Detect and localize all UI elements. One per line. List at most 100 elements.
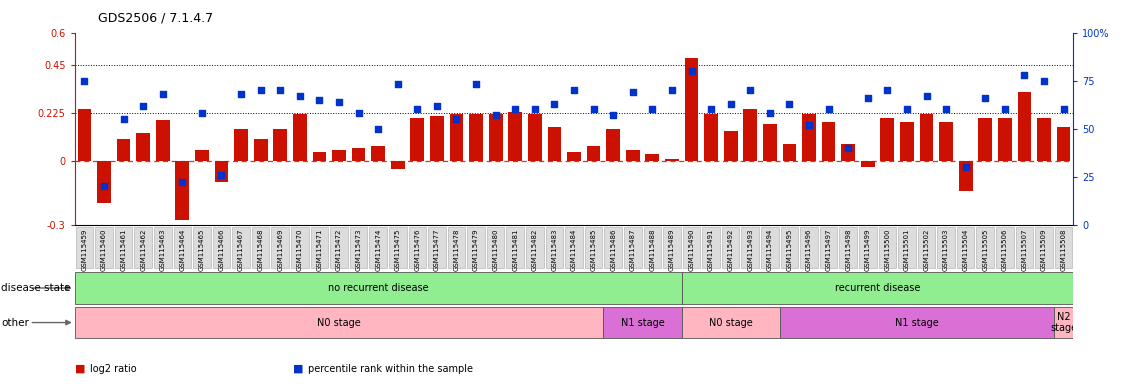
Point <box>232 91 250 97</box>
Text: GSM115499: GSM115499 <box>864 228 870 271</box>
Point <box>584 106 603 113</box>
Text: N0 stage: N0 stage <box>317 318 360 328</box>
FancyBboxPatch shape <box>526 227 544 268</box>
Bar <box>215 161 228 182</box>
Point <box>448 116 466 122</box>
Point <box>623 89 642 95</box>
FancyBboxPatch shape <box>95 227 113 268</box>
Bar <box>1057 126 1070 161</box>
Text: GSM115497: GSM115497 <box>825 228 831 271</box>
Bar <box>156 120 170 161</box>
Text: percentile rank within the sample: percentile rank within the sample <box>308 364 473 374</box>
FancyBboxPatch shape <box>917 227 936 268</box>
Text: GSM115473: GSM115473 <box>356 228 362 271</box>
FancyBboxPatch shape <box>703 227 720 268</box>
Text: N1 stage: N1 stage <box>894 318 939 328</box>
FancyBboxPatch shape <box>761 227 778 268</box>
Point <box>409 106 427 113</box>
Bar <box>78 109 92 161</box>
Bar <box>528 114 542 161</box>
Text: GSM115498: GSM115498 <box>845 228 851 271</box>
Text: GSM115486: GSM115486 <box>611 228 616 271</box>
FancyBboxPatch shape <box>545 227 564 268</box>
Bar <box>959 161 972 190</box>
Bar <box>98 161 111 203</box>
Point <box>545 101 564 107</box>
Point <box>369 126 387 132</box>
FancyBboxPatch shape <box>878 227 897 268</box>
Text: ■: ■ <box>293 364 303 374</box>
Bar <box>744 109 758 161</box>
Text: GSM115471: GSM115471 <box>317 228 323 271</box>
FancyBboxPatch shape <box>292 227 309 268</box>
Point <box>193 110 211 116</box>
Bar <box>606 129 620 161</box>
FancyBboxPatch shape <box>800 227 817 268</box>
Point <box>781 101 799 107</box>
FancyBboxPatch shape <box>977 227 994 268</box>
Bar <box>411 118 425 161</box>
FancyBboxPatch shape <box>859 227 877 268</box>
FancyBboxPatch shape <box>779 307 1054 338</box>
Point <box>800 122 819 128</box>
Text: GSM115488: GSM115488 <box>650 228 656 271</box>
FancyBboxPatch shape <box>271 227 289 268</box>
FancyBboxPatch shape <box>565 227 583 268</box>
Text: GSM115464: GSM115464 <box>179 228 185 271</box>
FancyBboxPatch shape <box>75 273 682 303</box>
Text: ■: ■ <box>75 364 85 374</box>
FancyBboxPatch shape <box>331 227 348 268</box>
Bar <box>450 114 464 161</box>
Text: GSM115505: GSM115505 <box>983 228 988 271</box>
Point <box>1034 78 1053 84</box>
Point <box>682 68 700 74</box>
FancyBboxPatch shape <box>75 307 604 338</box>
FancyBboxPatch shape <box>742 227 759 268</box>
Bar <box>548 126 561 161</box>
Point <box>310 97 328 103</box>
Bar <box>371 146 385 161</box>
Bar <box>430 116 444 161</box>
Text: N1 stage: N1 stage <box>621 318 665 328</box>
FancyBboxPatch shape <box>937 227 955 268</box>
FancyBboxPatch shape <box>722 227 739 268</box>
Text: GSM115460: GSM115460 <box>101 228 107 271</box>
Point <box>134 103 153 109</box>
Text: GSM115459: GSM115459 <box>82 228 87 271</box>
Point <box>1054 106 1072 113</box>
FancyBboxPatch shape <box>604 227 622 268</box>
Point <box>956 164 975 170</box>
Text: GSM115494: GSM115494 <box>767 228 773 271</box>
Bar <box>723 131 737 161</box>
Bar <box>978 118 992 161</box>
Text: GSM115506: GSM115506 <box>1002 228 1008 271</box>
Point <box>487 112 505 118</box>
FancyBboxPatch shape <box>682 307 779 338</box>
Bar <box>939 122 953 161</box>
Point <box>1015 72 1033 78</box>
Bar <box>351 148 365 161</box>
Point <box>937 106 955 113</box>
Bar <box>861 161 875 167</box>
Text: GSM115468: GSM115468 <box>257 228 264 271</box>
Text: GSM115465: GSM115465 <box>199 228 204 271</box>
FancyBboxPatch shape <box>1054 307 1073 338</box>
Point <box>251 87 270 93</box>
Bar <box>684 58 698 161</box>
Text: GSM115490: GSM115490 <box>689 228 695 271</box>
FancyBboxPatch shape <box>506 227 523 268</box>
FancyBboxPatch shape <box>781 227 798 268</box>
FancyBboxPatch shape <box>1055 227 1072 268</box>
Text: GSM115475: GSM115475 <box>395 228 401 271</box>
FancyBboxPatch shape <box>1035 227 1053 268</box>
Text: GSM115466: GSM115466 <box>218 228 225 271</box>
Text: GSM115476: GSM115476 <box>414 228 420 271</box>
Text: GDS2506 / 7.1.4.7: GDS2506 / 7.1.4.7 <box>98 12 212 25</box>
Text: no recurrent disease: no recurrent disease <box>328 283 428 293</box>
Text: GSM115489: GSM115489 <box>669 228 675 271</box>
Text: GSM115484: GSM115484 <box>571 228 577 271</box>
FancyBboxPatch shape <box>996 227 1014 268</box>
Text: GSM115481: GSM115481 <box>512 228 518 271</box>
Text: GSM115495: GSM115495 <box>786 228 792 271</box>
Point <box>604 112 622 118</box>
